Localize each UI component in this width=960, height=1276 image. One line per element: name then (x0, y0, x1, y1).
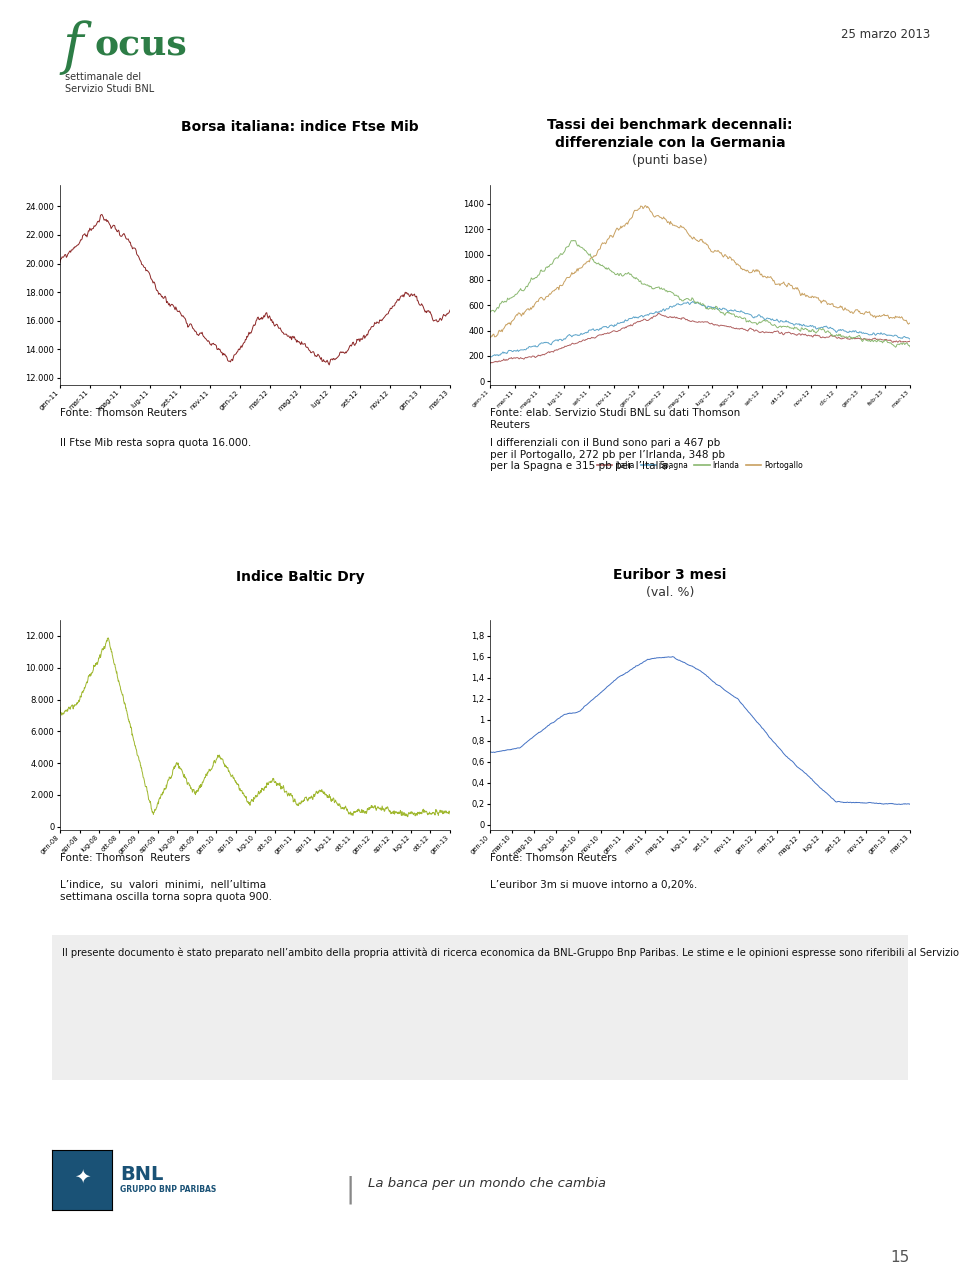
Text: f: f (62, 20, 83, 75)
Text: Indice Baltic Dry: Indice Baltic Dry (236, 570, 364, 584)
Text: La banca per un mondo che cambia: La banca per un mondo che cambia (368, 1176, 606, 1191)
Legend: Italia, Spagna, Irlanda, Portogallo: Italia, Spagna, Irlanda, Portogallo (594, 458, 805, 473)
Italia (856, 332, 868, 347)
Portogallo (484, 329, 495, 345)
Portogallo (677, 219, 688, 235)
Italia (516, 351, 527, 366)
Portogallo (639, 198, 651, 213)
Text: Fonte: Thomson  Reuters: Fonte: Thomson Reuters (60, 852, 190, 863)
Text: Fonte: Thomson Reuters: Fonte: Thomson Reuters (60, 408, 187, 419)
Text: Tassi dei benchmark decennali:: Tassi dei benchmark decennali: (547, 117, 793, 131)
Portogallo (856, 306, 868, 322)
Text: Il Ftse Mib resta sopra quota 16.000.: Il Ftse Mib resta sopra quota 16.000. (60, 438, 252, 448)
Italia (904, 333, 916, 348)
Spagna (904, 332, 916, 347)
Text: Euribor 3 mesi: Euribor 3 mesi (613, 568, 727, 582)
Spagna (855, 324, 867, 339)
Text: Borsa italiana: indice Ftse Mib: Borsa italiana: indice Ftse Mib (181, 120, 419, 134)
Portogallo (516, 309, 527, 324)
Spagna (516, 342, 527, 357)
Irlanda (515, 281, 526, 296)
Text: differenziale con la Germania: differenziale con la Germania (555, 137, 785, 151)
Spagna (486, 350, 497, 365)
Irlanda (890, 339, 901, 355)
Text: |: | (346, 1175, 354, 1203)
Portogallo (904, 315, 916, 330)
Italia (653, 305, 664, 320)
Spagna (676, 297, 687, 313)
Line: Portogallo: Portogallo (490, 205, 910, 337)
Line: Spagna: Spagna (490, 301, 910, 357)
Italia (485, 356, 496, 371)
Portogallo (855, 306, 867, 322)
Text: ocus: ocus (94, 28, 187, 63)
Italia (777, 325, 788, 341)
Irlanda (567, 232, 579, 248)
Irlanda (855, 332, 867, 347)
Irlanda (904, 339, 916, 355)
Text: ✦: ✦ (74, 1168, 90, 1187)
Spagna (856, 325, 868, 341)
Irlanda (676, 293, 687, 309)
Text: (punti base): (punti base) (633, 154, 708, 167)
Portogallo (777, 276, 788, 291)
Text: 15: 15 (891, 1250, 910, 1265)
Text: Fonte: Thomson Reuters: Fonte: Thomson Reuters (490, 852, 617, 863)
Irlanda (484, 305, 495, 320)
Text: 25 marzo 2013: 25 marzo 2013 (841, 28, 930, 41)
Text: I differenziali con il Bund sono pari a 467 pb
per il Portogallo, 272 pb per l’I: I differenziali con il Bund sono pari a … (490, 438, 725, 471)
Irlanda (776, 320, 787, 336)
Text: Fonte: elab. Servizio Studi BNL su dati Thomson
Reuters: Fonte: elab. Servizio Studi BNL su dati … (490, 408, 740, 430)
Spagna (687, 293, 699, 309)
Text: L’euribor 3m si muove intorno a 0,20%.: L’euribor 3m si muove intorno a 0,20%. (490, 880, 697, 889)
Irlanda (646, 281, 658, 296)
Text: GRUPPO BNP PARIBAS: GRUPPO BNP PARIBAS (120, 1185, 216, 1194)
Italia (677, 310, 688, 325)
Text: BNL: BNL (120, 1165, 163, 1184)
Italia (484, 355, 495, 370)
Line: Irlanda: Irlanda (490, 240, 910, 347)
Irlanda (854, 329, 866, 345)
Text: Il presente documento è stato preparato nell’ambito della propria attività di ri: Il presente documento è stato preparato … (62, 948, 960, 958)
Text: (val. %): (val. %) (646, 586, 694, 598)
Text: settimanale del
Servizio Studi BNL: settimanale del Servizio Studi BNL (65, 71, 155, 93)
Line: Italia: Italia (490, 313, 910, 364)
Spagna (646, 306, 658, 322)
Italia (855, 330, 867, 346)
Portogallo (485, 329, 496, 345)
Portogallo (647, 208, 659, 223)
Spagna (484, 348, 495, 364)
Text: L’indice,  su  valori  minimi,  nell’ultima
settimana oscilla torna sopra quota : L’indice, su valori minimi, nell’ultima … (60, 880, 272, 902)
Italia (646, 310, 658, 325)
Spagna (777, 314, 788, 329)
